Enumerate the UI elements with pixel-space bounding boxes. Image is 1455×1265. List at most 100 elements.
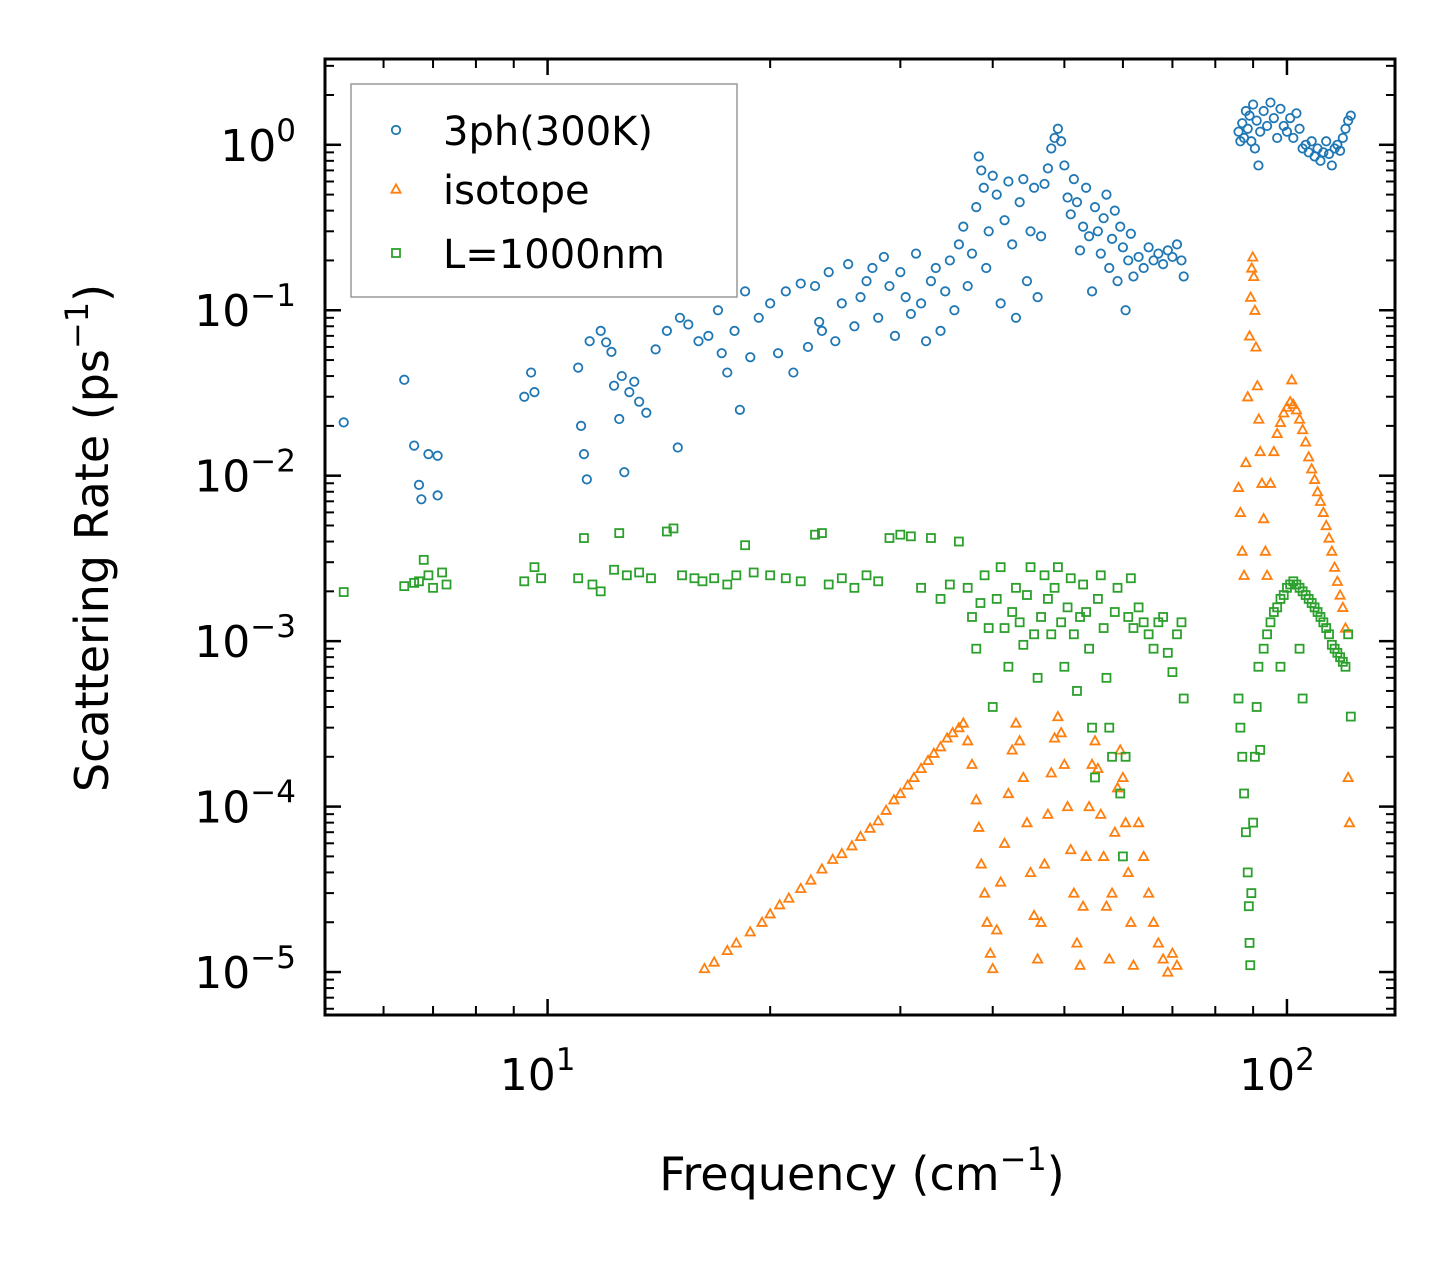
- data-point-square: [1014, 617, 1025, 628]
- data-point-triangle: [1124, 915, 1137, 927]
- data-point-circle: [693, 336, 704, 347]
- data-point-square: [748, 567, 759, 578]
- y-axis-title-tail: ): [65, 284, 119, 302]
- data-point-square: [953, 536, 964, 547]
- data-point-square: [677, 570, 687, 581]
- data-point-triangle: [975, 857, 988, 869]
- data-point-circle: [1162, 245, 1173, 256]
- data-point-circle: [722, 367, 733, 378]
- data-point-circle: [1143, 242, 1154, 253]
- data-point-square: [861, 570, 872, 581]
- data-point-circle: [1158, 259, 1169, 270]
- data-point-triangle: [1116, 771, 1130, 783]
- data-point-circle: [1249, 143, 1261, 154]
- data-point-triangle: [804, 873, 817, 885]
- data-point-triangle: [1094, 807, 1107, 819]
- data-point-square: [849, 582, 860, 593]
- data-point-square: [967, 612, 977, 622]
- data-point-square: [529, 562, 540, 573]
- data-point-circle: [978, 182, 989, 193]
- data-point-circle: [1025, 226, 1036, 237]
- data-point-square: [709, 573, 720, 584]
- data-point-circle: [624, 387, 635, 398]
- y-tick-exp: −5: [250, 940, 296, 976]
- data-point-triangle: [1245, 261, 1258, 273]
- data-point-circle: [529, 387, 540, 398]
- data-point-triangle: [730, 936, 743, 948]
- data-point-square: [873, 576, 884, 587]
- data-point-circle: [1318, 147, 1329, 158]
- data-point-triangle: [1248, 303, 1262, 315]
- data-point-triangle: [854, 829, 867, 842]
- data-point-circle: [935, 325, 946, 337]
- legend-marker-circle: [390, 124, 402, 136]
- data-point-triangle: [872, 814, 885, 826]
- data-point-circle: [338, 417, 349, 428]
- data-point-circle: [1021, 276, 1033, 287]
- data-point-square: [1172, 629, 1182, 640]
- data-point-triangle: [1085, 757, 1099, 769]
- data-point-square: [1337, 656, 1348, 667]
- legend-marker-square: [391, 248, 401, 258]
- y-tick-base: 10: [194, 783, 250, 834]
- data-point-circle: [1275, 103, 1286, 114]
- data-point-triangle: [1247, 270, 1260, 282]
- data-point-triangle: [1105, 886, 1119, 898]
- data-point-triangle: [1100, 899, 1113, 911]
- data-point-square: [979, 570, 990, 581]
- data-point-triangle: [1009, 716, 1023, 728]
- data-point-square: [987, 702, 998, 712]
- y-tick-label: 10−5: [194, 940, 296, 999]
- data-point-circle: [1109, 205, 1120, 216]
- data-point-circle: [1138, 262, 1149, 274]
- y-tick-exp: −1: [250, 278, 296, 314]
- data-point-triangle: [1013, 734, 1026, 746]
- data-point-circle: [843, 259, 854, 270]
- data-point-square: [1107, 751, 1117, 762]
- data-point-square: [999, 623, 1010, 633]
- data-point-circle: [895, 267, 906, 278]
- data-point-square: [1075, 612, 1085, 622]
- series-2: [338, 523, 1356, 971]
- data-point-square: [795, 576, 806, 587]
- data-point-circle: [753, 312, 764, 323]
- data-point-square: [614, 528, 625, 538]
- data-point-triangle: [1108, 825, 1121, 837]
- data-point-triangle: [1034, 915, 1048, 927]
- data-point-circle: [729, 325, 740, 337]
- x-tick-exp: 2: [1295, 1042, 1315, 1078]
- data-point-circle: [1083, 231, 1095, 242]
- data-point-circle: [987, 170, 998, 181]
- data-point-square: [1011, 582, 1021, 593]
- data-point-square: [573, 573, 584, 584]
- data-point-square: [1241, 827, 1251, 838]
- data-point-square: [536, 573, 546, 584]
- data-point-square: [1115, 788, 1126, 799]
- data-point-triangle: [901, 778, 914, 790]
- data-point-square: [1022, 590, 1032, 600]
- data-point-triangle: [1267, 445, 1280, 457]
- data-point-triangle: [1152, 936, 1165, 948]
- data-point-square: [1049, 582, 1060, 593]
- data-point-square: [944, 579, 955, 590]
- data-point-circle: [595, 325, 606, 337]
- data-point-circle: [1253, 160, 1264, 171]
- data-point-circle: [999, 215, 1010, 226]
- data-point-square: [1262, 629, 1272, 640]
- data-point-square: [810, 529, 820, 540]
- data-point-circle: [1112, 276, 1123, 287]
- y-tick-label: 10−2: [194, 444, 296, 503]
- data-point-circle: [1255, 126, 1266, 137]
- data-point-square: [609, 564, 619, 575]
- data-point-square: [1343, 629, 1354, 640]
- data-point-triangle: [1232, 480, 1245, 492]
- data-point-circle: [641, 407, 652, 418]
- data-point-square: [1243, 901, 1254, 912]
- data-point-triangle: [1079, 849, 1093, 861]
- data-point-circle: [1337, 132, 1348, 144]
- data-point-triangle: [1314, 494, 1327, 506]
- data-point-circle: [683, 319, 694, 330]
- data-point-circle: [614, 413, 625, 425]
- y-tick-label: 10−1: [194, 278, 296, 337]
